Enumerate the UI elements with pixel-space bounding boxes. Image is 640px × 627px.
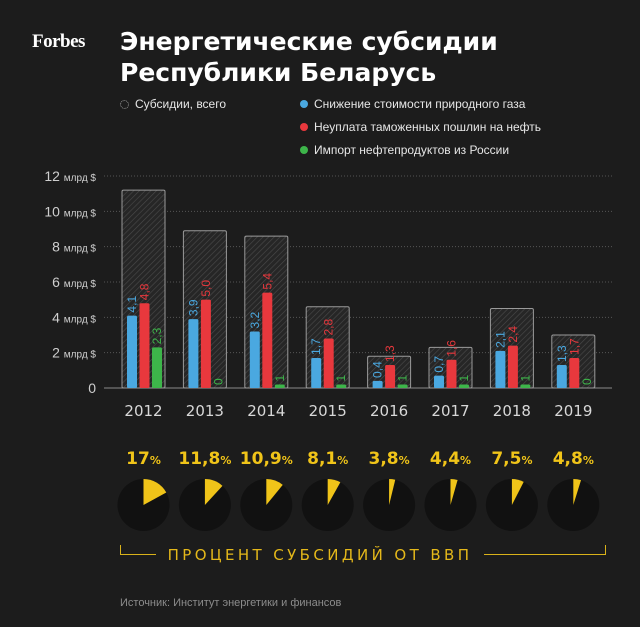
import-value-label: 0 bbox=[211, 378, 225, 385]
legend-gas-label: Снижение стоимости природного газа bbox=[314, 97, 526, 111]
gdp-percent-label: 4,8% bbox=[552, 449, 594, 469]
gas-value-label: 1,7 bbox=[309, 338, 323, 355]
legend-total-swatch bbox=[120, 99, 129, 109]
import-bar bbox=[274, 384, 285, 388]
legend-oil: Неуплата таможенных пошлин на нефть bbox=[300, 120, 541, 134]
gas-value-label: 3,2 bbox=[248, 311, 262, 328]
import-value-label: 1 bbox=[518, 374, 532, 381]
gdp-caption: ПРОЦЕНТ СУБСИДИЙ ОТ ВВП bbox=[0, 546, 640, 564]
legend-total: Субсидии, всего bbox=[120, 97, 226, 111]
import-value-label: 1 bbox=[334, 374, 348, 381]
import-bar bbox=[397, 384, 408, 388]
legend-gas: Снижение стоимости природного газа bbox=[300, 97, 525, 111]
gdp-caption-text: ПРОЦЕНТ СУБСИДИЙ ОТ ВВП bbox=[155, 546, 485, 564]
gdp-pie-slice bbox=[327, 479, 341, 505]
gdp-pie-slice bbox=[573, 479, 582, 505]
oil-bar bbox=[507, 345, 518, 388]
x-tick-label: 2016 bbox=[370, 402, 408, 420]
legend-import: Импорт нефтепродуктов из России bbox=[300, 143, 509, 157]
y-tick-label: 4 млрд $ bbox=[52, 309, 96, 325]
import-value-label: 0 bbox=[580, 378, 594, 385]
gdp-percent-label: 8,1% bbox=[307, 449, 349, 469]
legend-import-swatch bbox=[300, 146, 308, 154]
import-value-label: 1 bbox=[457, 374, 471, 381]
oil-value-label: 4,8 bbox=[138, 283, 152, 300]
gas-bar bbox=[556, 365, 567, 388]
source-note: Источник: Институт энергетики и финансов bbox=[120, 597, 342, 609]
y-tick-label: 6 млрд $ bbox=[52, 274, 96, 290]
gdp-percent-label: 3,8% bbox=[368, 449, 410, 469]
y-tick-label: 2 млрд $ bbox=[52, 345, 96, 361]
oil-value-label: 5,0 bbox=[199, 280, 213, 297]
gdp-pie-slice bbox=[511, 479, 524, 505]
gdp-pie-slice bbox=[450, 479, 458, 505]
y-tick-label: 8 млрд $ bbox=[52, 239, 96, 255]
gdp-percent-label: 10,9% bbox=[239, 449, 293, 469]
oil-bar bbox=[446, 359, 457, 388]
gdp-percent-label: 4,4% bbox=[429, 449, 472, 469]
import-bar bbox=[459, 384, 469, 388]
legend-import-label: Импорт нефтепродуктов из России bbox=[314, 143, 510, 157]
import-bar bbox=[152, 347, 162, 388]
legend-gas-swatch bbox=[300, 100, 308, 108]
gas-value-label: 4,1 bbox=[125, 296, 139, 313]
import-bar bbox=[336, 384, 347, 388]
legend-oil-label: Неуплата таможенных пошлин на нефть bbox=[314, 120, 541, 134]
gdp-percent-label: 11,8% bbox=[178, 449, 232, 469]
gas-value-label: 2,1 bbox=[493, 331, 507, 348]
import-value-label: 1 bbox=[273, 374, 287, 381]
oil-bar bbox=[200, 299, 211, 388]
oil-value-label: 5,4 bbox=[260, 273, 274, 290]
import-value-label: 2,3 bbox=[150, 327, 164, 344]
x-tick-label: 2017 bbox=[431, 402, 469, 420]
page-title: Энергетические субсидии Республики Белар… bbox=[120, 26, 498, 88]
gdp-pie-slice bbox=[389, 479, 396, 505]
subsidies-bar-chart: 0 2 млрд $ 4 млрд $ 6 млрд $ 8 млрд $ 10 млрд… bbox=[44, 168, 612, 420]
x-tick-label: 2013 bbox=[186, 402, 224, 420]
import-bar bbox=[520, 384, 531, 388]
gdp-pie-slice bbox=[204, 479, 223, 505]
gas-bar bbox=[495, 350, 506, 388]
oil-bar bbox=[569, 357, 580, 388]
oil-value-label: 1,3 bbox=[383, 345, 397, 362]
y-tick-label: 0 bbox=[88, 380, 96, 396]
oil-bar bbox=[262, 292, 273, 388]
gas-bar bbox=[127, 315, 137, 388]
gas-value-label: 0,4 bbox=[371, 361, 385, 378]
gdp-percent-pies bbox=[117, 479, 600, 531]
x-tick-label: 2014 bbox=[247, 402, 285, 420]
x-tick-label: 2015 bbox=[309, 402, 347, 420]
legend-oil-swatch bbox=[300, 123, 308, 131]
oil-bar bbox=[323, 338, 334, 388]
gdp-pie-slice bbox=[266, 479, 283, 505]
gas-bar bbox=[249, 331, 260, 388]
gas-bar bbox=[434, 375, 444, 388]
x-tick-label: 2019 bbox=[554, 402, 592, 420]
oil-value-label: 2,8 bbox=[322, 319, 336, 336]
gdp-percent-label: 7,5% bbox=[491, 449, 533, 469]
forbes-logo: Forbes bbox=[32, 31, 85, 52]
legend-total-label: Субсидии, всего bbox=[135, 97, 227, 111]
oil-value-label: 1,7 bbox=[567, 338, 581, 355]
title-line-2: Республики Беларусь bbox=[120, 58, 437, 87]
gas-value-label: 3,9 bbox=[186, 299, 200, 316]
gas-bar bbox=[311, 357, 322, 388]
x-tick-label: 2012 bbox=[124, 402, 162, 420]
gdp-percent-label: 17% bbox=[126, 449, 161, 469]
oil-value-label: 1,6 bbox=[445, 340, 459, 357]
gas-bar bbox=[372, 380, 383, 388]
gas-value-label: 0,7 bbox=[432, 356, 446, 373]
gas-bar bbox=[188, 319, 199, 388]
x-tick-label: 2018 bbox=[493, 402, 531, 420]
gas-value-label: 1,3 bbox=[555, 345, 569, 362]
oil-value-label: 2,4 bbox=[506, 326, 520, 343]
gdp-pie-background bbox=[485, 479, 538, 531]
import-value-label: 1 bbox=[396, 374, 410, 381]
y-tick-label: 12 млрд $ bbox=[44, 168, 96, 184]
gdp-pie-slice bbox=[143, 479, 167, 505]
oil-bar bbox=[385, 365, 396, 388]
oil-bar bbox=[139, 303, 150, 388]
y-tick-label: 10 млрд $ bbox=[44, 203, 96, 219]
title-line-1: Энергетические субсидии bbox=[120, 27, 498, 56]
